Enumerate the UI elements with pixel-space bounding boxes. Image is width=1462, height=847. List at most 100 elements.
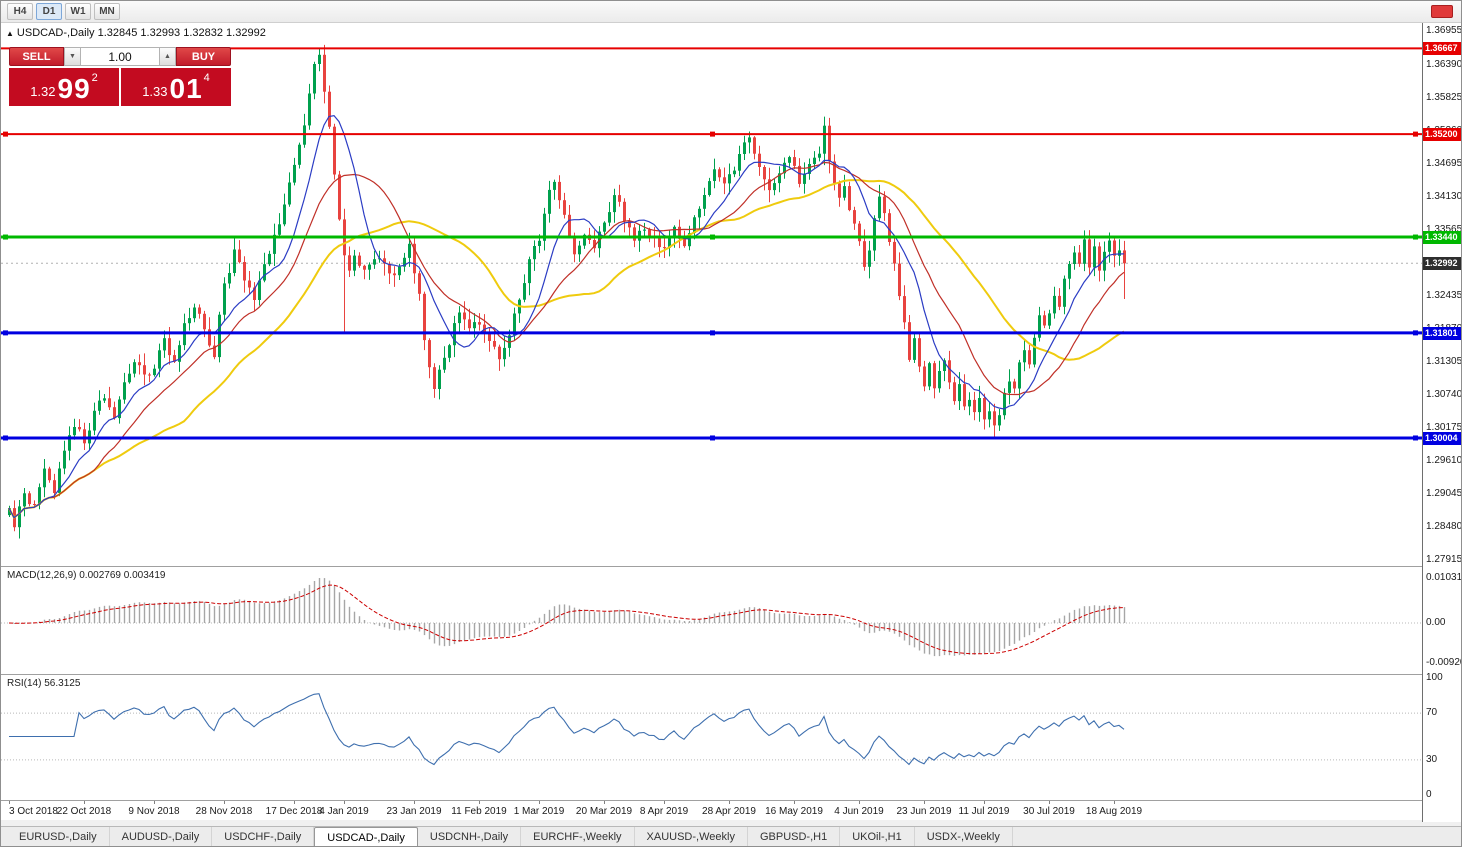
price-tag-1.31801: 1.31801	[1423, 326, 1461, 340]
tab-USDCAD-,Daily[interactable]: USDCAD-,Daily	[314, 827, 418, 846]
top-toolbar: H4 D1 W1 MN	[1, 1, 1461, 23]
axis-tick: 1.28480	[1426, 521, 1462, 533]
ask-big-digits: 01	[169, 73, 203, 104]
tab-UKOil-,H1[interactable]: UKOil-,H1	[840, 827, 915, 846]
date-tick	[859, 801, 860, 804]
tab-EURCHF-,Weekly[interactable]: EURCHF-,Weekly	[521, 827, 635, 846]
date-label: 3 Oct 2018	[9, 806, 58, 817]
axis-tick: 1.29045	[1426, 488, 1462, 500]
tab-USDCNH-,Daily[interactable]: USDCNH-,Daily	[418, 827, 522, 846]
date-label: 18 Aug 2019	[1085, 806, 1143, 817]
horizontal-scrollbar[interactable]	[1, 820, 1461, 826]
tab-GBPUSD-,H1[interactable]: GBPUSD-,H1	[748, 827, 841, 846]
macd-label: MACD(12,26,9) 0.002769 0.003419	[7, 570, 166, 581]
timeframe-button-D1[interactable]: D1	[36, 3, 62, 20]
axis-tick: 1.36390	[1426, 58, 1462, 70]
axis-tick: 1.35825	[1426, 91, 1462, 103]
bid-big-digits: 99	[57, 73, 91, 104]
chart-title-text: USDCAD-,Daily 1.32845 1.32993 1.32832 1.…	[16, 27, 266, 39]
chart-title: ▲ USDCAD-,Daily 1.32845 1.32993 1.32832 1…	[6, 27, 266, 39]
rsi-panel	[1, 693, 1422, 766]
date-label: 4 Jan 2019	[319, 806, 369, 817]
axis-tick: 0.00	[1426, 617, 1446, 628]
ask-pip-digit: 4	[203, 72, 210, 84]
date-tick	[729, 801, 730, 804]
date-label: 28 Nov 2018	[195, 806, 253, 817]
date-tick	[664, 801, 665, 804]
tab-USDX-,Weekly[interactable]: USDX-,Weekly	[915, 827, 1013, 846]
timeframe-button-H4[interactable]: H4	[7, 3, 33, 20]
price-tag-1.35200: 1.35200	[1423, 128, 1461, 142]
candles-layer	[8, 44, 1126, 539]
date-tick	[84, 801, 85, 804]
date-tick	[1049, 801, 1050, 804]
date-label: 16 May 2019	[765, 806, 823, 817]
date-label: 22 Oct 2018	[56, 806, 112, 817]
date-tick	[539, 801, 540, 804]
axis-tick: 70	[1426, 707, 1438, 719]
date-tick	[984, 801, 985, 804]
date-tick	[294, 801, 295, 804]
toolbar-red-button[interactable]	[1431, 5, 1453, 18]
date-tick	[344, 801, 345, 804]
date-label: 23 Jan 2019	[386, 806, 442, 817]
time-axis[interactable]: 3 Oct 2018 22 Oct 2018 9 Nov 2018 28 Nov 20…	[1, 801, 1461, 820]
macd-panel	[1, 578, 1422, 657]
date-label: 9 Nov 2018	[128, 806, 180, 817]
ask-prefix: 1.33	[142, 84, 168, 99]
date-tick	[154, 801, 155, 804]
timeframe-buttons: H4 D1 W1 MN	[7, 3, 120, 20]
date-label: 17 Dec 2018	[265, 806, 323, 817]
main-price-chart[interactable]	[1, 23, 1422, 566]
rsi-line	[9, 693, 1125, 766]
price-tag-1.32992: 1.32992	[1423, 257, 1461, 271]
macd-histogram	[13, 578, 1126, 657]
ask-price-box[interactable]: 1.33 01 4	[121, 68, 231, 106]
rsi-label: RSI(14) 56.3125	[7, 678, 81, 689]
tab-AUDUSD-,Daily[interactable]: AUDUSD-,Daily	[110, 827, 213, 846]
buy-button[interactable]: BUY	[176, 47, 231, 66]
tab-EURUSD-,Daily[interactable]: EURUSD-,Daily	[7, 827, 110, 846]
collapse-arrow-icon[interactable]: ▲	[6, 29, 14, 38]
date-tick	[479, 801, 480, 804]
chart-tab-bar: EURUSD-,Daily AUDUSD-,Daily USDCHF-,Daily U…	[1, 826, 1461, 846]
price-tag-1.33440: 1.33440	[1423, 231, 1461, 245]
date-tick	[9, 801, 10, 804]
date-label: 28 Apr 2019	[702, 806, 756, 817]
sell-button[interactable]: SELL	[9, 47, 64, 66]
axis-tick: 1.30175	[1426, 421, 1462, 433]
axis-tick: 1.32435	[1426, 289, 1462, 301]
volume-input[interactable]	[81, 47, 159, 66]
axis-tick: 100	[1426, 672, 1443, 683]
timeframe-button-W1[interactable]: W1	[65, 3, 91, 20]
panel-splitter[interactable]	[1, 566, 1461, 567]
axis-tick: 1.29610	[1426, 455, 1462, 466]
bid-prefix: 1.32	[30, 84, 56, 99]
date-label: 1 Mar 2019	[513, 806, 565, 817]
date-tick	[924, 801, 925, 804]
time-axis-splitter	[1, 800, 1461, 801]
date-label: 11 Feb 2019	[451, 806, 507, 817]
tab-XAUUSD-,Weekly[interactable]: XAUUSD-,Weekly	[635, 827, 748, 846]
axis-tick: 0.010311	[1426, 572, 1462, 583]
price-tag-1.30004: 1.30004	[1423, 431, 1461, 445]
one-click-trading-panel: SELL ▼ ▲ BUY 1.32 99 2 1.33 01 4	[9, 47, 231, 106]
date-label: 4 Jun 2019	[834, 806, 884, 817]
bid-price-box[interactable]: 1.32 99 2	[9, 68, 119, 106]
axis-tick: 1.36955	[1426, 25, 1462, 37]
ma-line-slow	[8, 179, 1125, 520]
tab-USDCHF-,Daily[interactable]: USDCHF-,Daily	[212, 827, 315, 846]
axis-tick: 1.34130	[1426, 190, 1462, 202]
volume-increase-button[interactable]: ▲	[159, 47, 176, 66]
axis-tick: 1.31305	[1426, 355, 1462, 367]
timeframe-button-MN[interactable]: MN	[94, 3, 120, 20]
date-tick	[224, 801, 225, 804]
date-tick	[604, 801, 605, 804]
volume-decrease-button[interactable]: ▼	[64, 47, 81, 66]
panel-splitter[interactable]	[1, 674, 1461, 675]
axis-tick: 0	[1426, 789, 1432, 800]
date-label: 20 Mar 2019	[575, 806, 633, 817]
price-axis[interactable]: 1.369551.363901.358251.352601.346951.341…	[1422, 23, 1462, 822]
axis-tick: -0.009203	[1426, 657, 1461, 668]
bid-pip-digit: 2	[91, 72, 98, 84]
